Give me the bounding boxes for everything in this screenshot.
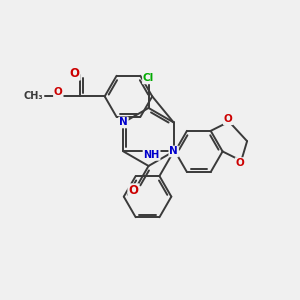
Text: O: O xyxy=(236,158,244,168)
Text: NH: NH xyxy=(143,150,160,160)
Text: O: O xyxy=(54,87,63,97)
Text: N: N xyxy=(169,146,178,156)
Text: O: O xyxy=(128,184,138,197)
Text: Cl: Cl xyxy=(143,74,154,83)
Text: O: O xyxy=(224,114,233,124)
Text: CH₃: CH₃ xyxy=(24,92,44,101)
Text: N: N xyxy=(119,118,128,128)
Text: O: O xyxy=(70,67,80,80)
